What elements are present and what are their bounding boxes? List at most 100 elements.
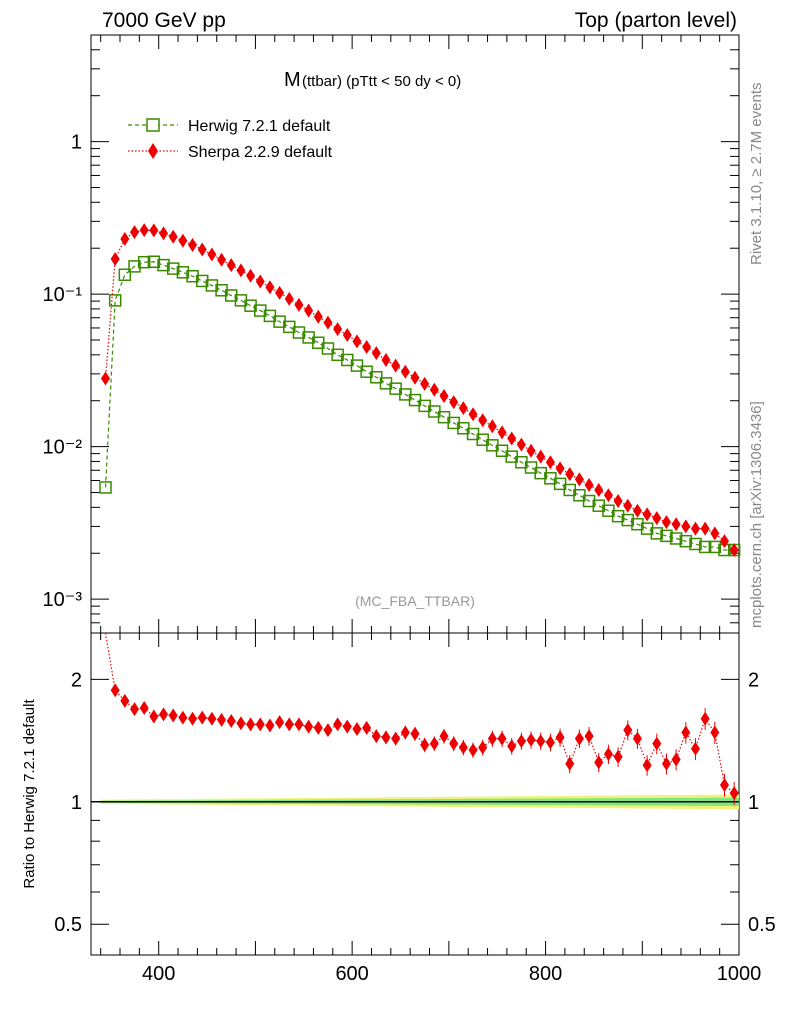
ratio-marker: [207, 711, 217, 726]
herwig-marker: [137, 255, 151, 269]
herwig-marker: [708, 540, 722, 554]
sherpa-marker: [584, 478, 594, 493]
lower-panel-frame: [90, 632, 740, 956]
herwig-marker: [118, 268, 132, 281]
herwig-marker: [147, 255, 161, 269]
upper-panel: 10⁻³ 10⁻² 10⁻¹ 1 M (ttbar) (pTtt < 50 dy < …: [43, 34, 741, 634]
sherpa-marker: [603, 488, 613, 503]
ratio-marker: [429, 736, 439, 751]
ratio-marker: [468, 743, 478, 758]
ratio-marker: [671, 752, 681, 767]
ratio-marker: [304, 719, 314, 734]
sherpa-marker: [555, 461, 565, 476]
sherpa-marker: [661, 515, 671, 530]
herwig-marker: [631, 517, 644, 531]
plot-title-main: M: [284, 69, 301, 91]
ratio-marker: [371, 729, 381, 744]
sherpa-marker: [130, 225, 140, 240]
ratio-marker: [168, 708, 178, 723]
sherpa-marker: [710, 526, 720, 541]
sherpa-marker: [652, 511, 662, 526]
ratio-marker: [362, 720, 372, 735]
sherpa-marker: [497, 425, 507, 440]
sherpa-marker: [101, 371, 111, 386]
sherpa-marker: [333, 322, 343, 337]
upper-y-tick-labels: 10⁻³ 10⁻² 10⁻¹ 1: [43, 132, 83, 612]
sherpa-marker: [439, 388, 449, 403]
sherpa-marker: [255, 274, 265, 289]
sherpa-marker: [507, 431, 517, 446]
side-text-mcplots: mcplots.cern.ch [arXiv:1306.3436]: [748, 401, 765, 628]
ratio-marker: [516, 734, 526, 749]
watermark-label: (MC_FBA_TTBAR): [355, 593, 475, 609]
ratio-marker: [565, 756, 575, 771]
ratio-marker: [526, 732, 536, 747]
x-tick-labels: 400 600 800 1000: [142, 963, 761, 985]
ratio-marker: [710, 725, 720, 740]
ratio-marker: [217, 712, 227, 727]
sherpa-marker: [352, 334, 362, 349]
sherpa-marker: [468, 407, 478, 422]
header-left: 7000 GeV pp: [102, 9, 226, 32]
herwig-marker: [186, 269, 199, 283]
ratio-marker: [323, 723, 333, 738]
herwig-marker: [669, 532, 683, 545]
ratio-marker: [294, 717, 304, 732]
ratio-marker: [226, 713, 236, 728]
sherpa-marker: [410, 370, 420, 385]
y-tick-label: 1: [71, 132, 82, 154]
ratio-marker: [420, 737, 430, 752]
sherpa-marker: [217, 252, 227, 267]
x-tick-label: 400: [142, 963, 175, 985]
ratio-marker: [536, 734, 546, 749]
header-right: Top (parton level): [575, 9, 737, 32]
ratio-marker: [681, 725, 691, 740]
sherpa-marker: [690, 521, 700, 536]
herwig-marker: [698, 540, 712, 554]
herwig-marker: [321, 342, 335, 355]
y-tick-label-right: 0.5: [748, 914, 776, 936]
sherpa-marker: [275, 285, 285, 300]
herwig-marker: [621, 513, 635, 527]
ratio-marker: [458, 740, 468, 755]
herwig-marker: [108, 294, 122, 307]
ratio-marker: [661, 756, 671, 771]
sherpa-marker: [207, 247, 217, 262]
sherpa-marker: [362, 340, 372, 355]
ratio-marker: [246, 717, 256, 732]
sherpa-marker: [391, 358, 401, 373]
ratio-marker: [652, 736, 662, 751]
sherpa-marker: [400, 364, 410, 379]
sherpa-marker: [642, 507, 652, 522]
ratio-marker: [487, 731, 497, 746]
sherpa-marker: [671, 517, 681, 532]
sherpa-marker: [371, 346, 381, 361]
herwig-marker: [689, 537, 702, 551]
herwig-marker: [640, 522, 654, 535]
ratio-marker: [623, 723, 633, 738]
x-tick-label: 600: [335, 963, 368, 985]
ratio-marker: [632, 731, 642, 746]
sherpa-marker: [226, 258, 236, 273]
y-tick-label: 10⁻¹: [43, 284, 83, 306]
legend-sherpa-label: Sherpa 2.2.9 default: [188, 144, 333, 161]
sherpa-marker: [632, 503, 642, 518]
ratio-marker: [188, 711, 198, 726]
ratio-marker: [449, 736, 459, 751]
y-tick-label: 10⁻³: [43, 589, 83, 611]
sherpa-marker: [719, 534, 729, 549]
sherpa-marker: [246, 268, 256, 283]
ratio-marker: [719, 777, 729, 792]
y-tick-label: 0.5: [54, 914, 82, 936]
sherpa-marker: [478, 413, 488, 428]
lower-axis-ticks: [91, 633, 740, 955]
sherpa-line: [104, 229, 735, 551]
side-text-rivet: Rivet 3.1.10, ≥ 2.7M events: [748, 83, 765, 266]
ratio-marker: [584, 729, 594, 744]
ratio-marker: [594, 755, 604, 770]
ratio-marker: [400, 725, 410, 740]
sherpa-marker: [284, 291, 294, 306]
y-tick-label: 1: [71, 792, 82, 814]
ratio-marker: [700, 711, 710, 726]
